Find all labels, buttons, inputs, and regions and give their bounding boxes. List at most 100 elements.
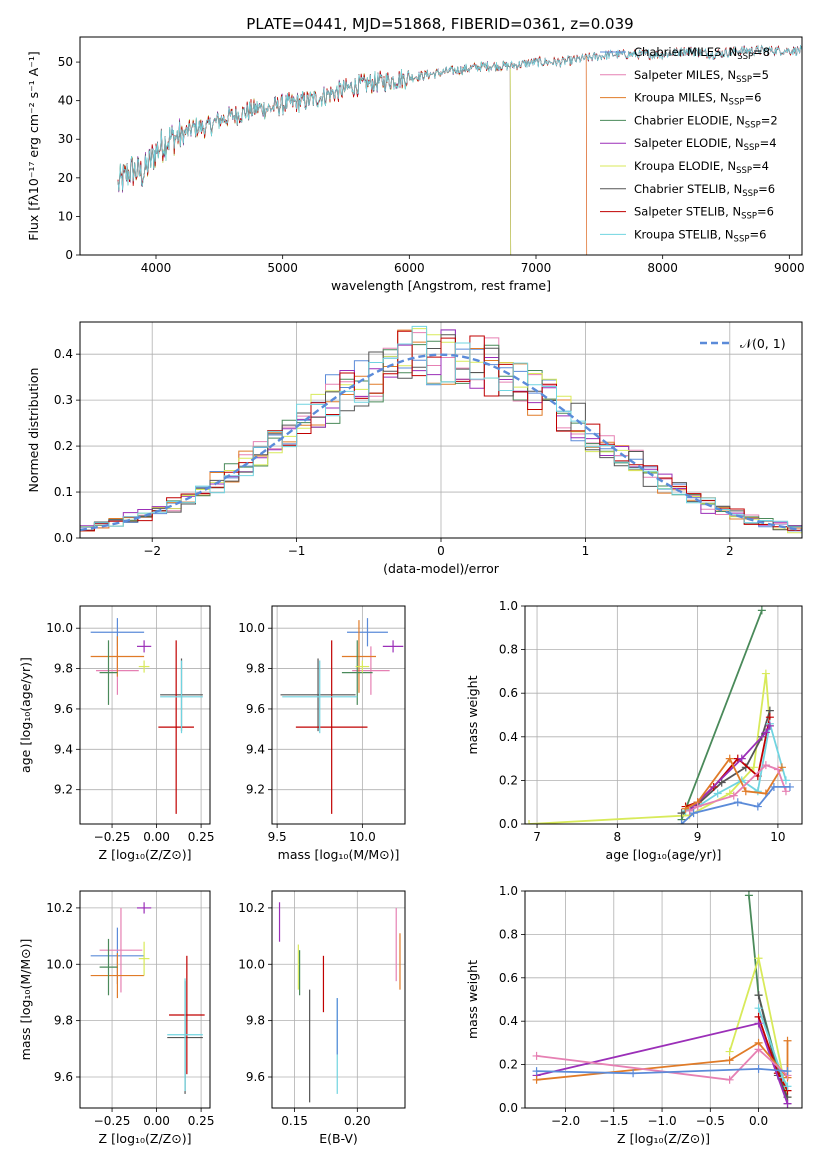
weight-line bbox=[685, 756, 783, 810]
weight-marker bbox=[754, 1045, 763, 1054]
weight-marker bbox=[754, 1004, 763, 1013]
legend-label: Kroupa ELODIE, NSSP=4 bbox=[634, 159, 769, 176]
weight-marker bbox=[681, 804, 690, 813]
y-axis-label: mass [log₁₀(M/M⊙)] bbox=[18, 939, 33, 1061]
y-tick-label: 10.0 bbox=[46, 957, 73, 971]
x-tick-label: 5000 bbox=[267, 261, 298, 275]
legend-label: 𝒩(0, 1) bbox=[740, 336, 786, 351]
weight-marker bbox=[532, 1067, 541, 1076]
axes-frame bbox=[271, 890, 406, 1109]
x-axis-label: wavelength [Angstrom, rest frame] bbox=[331, 278, 551, 293]
weight-marker bbox=[753, 787, 762, 796]
weight-marker bbox=[754, 954, 763, 963]
weight-marker bbox=[725, 1056, 734, 1065]
weight-marker bbox=[532, 1075, 541, 1084]
x-tick-label: −0.25 bbox=[94, 830, 131, 844]
legend-label: Salpeter ELODIE, NSSP=4 bbox=[634, 136, 777, 153]
y-tick-label: 0.2 bbox=[499, 1058, 518, 1072]
y-tick-label: 0.2 bbox=[499, 773, 518, 787]
y-tick-label: 9.8 bbox=[246, 1014, 265, 1028]
y-tick-label: 9.4 bbox=[54, 742, 73, 756]
weight-marker bbox=[781, 787, 790, 796]
y-axis-label: Flux [fλ10⁻¹⁷ erg cm⁻² s⁻¹ A⁻¹] bbox=[26, 51, 41, 240]
weight-marker bbox=[744, 891, 753, 900]
axes-frame bbox=[79, 890, 211, 1109]
x-tick-label: 0.20 bbox=[344, 1114, 371, 1128]
y-axis-label: age [log₁₀(age/yr)] bbox=[18, 657, 33, 773]
x-tick-label: 0.00 bbox=[143, 1114, 170, 1128]
legend-label: Salpeter STELIB, NSSP=6 bbox=[634, 205, 774, 222]
y-tick-label: 50 bbox=[58, 55, 73, 69]
weight-marker bbox=[741, 787, 750, 796]
axes-frame bbox=[79, 36, 803, 256]
x-tick-label: 0.0 bbox=[749, 1114, 768, 1128]
weight-marker bbox=[783, 1067, 792, 1076]
weight-marker bbox=[729, 791, 738, 800]
y-tick-label: 30 bbox=[58, 132, 73, 146]
weight-line bbox=[528, 673, 771, 824]
figure-title: PLATE=0441, MJD=51868, FIBERID=0361, z=0… bbox=[246, 15, 633, 33]
panels: 4000 5000 6000 7000 8000 900001020304050wavel… bbox=[18, 36, 805, 1146]
x-tick-label: −2.0 bbox=[551, 1114, 580, 1128]
x-tick-label: 9 bbox=[694, 830, 702, 844]
x-tick-label: 0.15 bbox=[281, 1114, 308, 1128]
panel-age-vs-mass: 9.5 10.0 9.2 9.4 9.6 9.8 10.0 mass [log₁₀(M/M⊙)… bbox=[238, 605, 406, 862]
weight-marker bbox=[761, 728, 770, 737]
weight-marker bbox=[753, 802, 762, 811]
weight-marker bbox=[693, 802, 702, 811]
weight-marker bbox=[757, 606, 766, 615]
x-tick-label: 0.25 bbox=[188, 830, 215, 844]
x-tick-label: 0.00 bbox=[143, 830, 170, 844]
y-tick-label: 0.0 bbox=[54, 531, 73, 545]
weight-marker bbox=[725, 1075, 734, 1084]
x-tick-label: 1 bbox=[582, 544, 590, 558]
panel-weight-vs-age: 7 8 9 10 0.0 0.2 0.4 0.6 0.8 1.0 age [log₁₀(age/yr… bbox=[465, 599, 803, 862]
y-tick-label: 0.6 bbox=[499, 971, 518, 985]
y-tick-label: 10.0 bbox=[46, 621, 73, 635]
panel-weight-vs-Z: −2.0 −1.5 −1.0 −0.5 0.0 0.0 0.2 0.4 0.6 0.8 1.0 Z [… bbox=[465, 884, 803, 1146]
plot-area bbox=[90, 618, 203, 814]
x-tick-label: 9.5 bbox=[268, 830, 287, 844]
y-tick-label: 0.8 bbox=[499, 643, 518, 657]
histogram-step bbox=[80, 330, 802, 532]
y-tick-label: 0.2 bbox=[54, 439, 73, 453]
axes-frame bbox=[79, 605, 211, 825]
x-tick-label: 7000 bbox=[521, 261, 552, 275]
y-tick-label: 9.6 bbox=[246, 1070, 265, 1084]
x-axis-label: age [log₁₀(age/yr)] bbox=[606, 847, 722, 862]
legend-label: Chabrier MILES, NSSP=8 bbox=[634, 45, 770, 62]
y-tick-label: 0.8 bbox=[499, 927, 518, 941]
axes-frame bbox=[524, 890, 803, 1109]
y-tick-label: 10.2 bbox=[46, 901, 73, 915]
panel-residuals: −2 −1 0 1 2 0.0 0.1 0.2 0.3 0.4 (data-model)/error… bbox=[26, 321, 803, 576]
y-tick-label: 0.3 bbox=[54, 393, 73, 407]
x-tick-label: 10.0 bbox=[349, 830, 376, 844]
weight-marker bbox=[754, 1019, 763, 1028]
panel-spectrum: 4000 5000 6000 7000 8000 9000 0 10 20 30 40 50 wavel… bbox=[26, 36, 805, 293]
weight-line bbox=[536, 1048, 789, 1081]
y-tick-label: 1.0 bbox=[499, 599, 518, 613]
y-tick-label: 0.4 bbox=[54, 347, 73, 361]
y-tick-label: 0.1 bbox=[54, 485, 73, 499]
panel-mass-vs-ebv: 0.15 0.20 9.6 9.8 10.0 10.2 E(B-V) bbox=[238, 890, 406, 1146]
weight-line bbox=[536, 1067, 788, 1075]
histogram-step bbox=[80, 325, 802, 528]
weight-line bbox=[689, 764, 787, 812]
weight-marker bbox=[781, 776, 790, 785]
weight-marker bbox=[769, 782, 778, 791]
y-tick-label: 9.4 bbox=[246, 742, 265, 756]
weight-marker bbox=[773, 765, 782, 774]
y-tick-label: 9.6 bbox=[54, 1070, 73, 1084]
y-axis-label: mass weight bbox=[465, 675, 480, 754]
panel-age-vs-Z: −0.25 0.00 0.25 9.2 9.4 9.6 9.8 10.0 Z [log₁₀(Z/… bbox=[18, 605, 215, 862]
weight-marker bbox=[783, 1036, 792, 1045]
weight-marker bbox=[783, 1099, 792, 1108]
x-tick-label: −1.5 bbox=[599, 1114, 628, 1128]
weight-marker bbox=[761, 761, 770, 770]
x-tick-label: −0.5 bbox=[696, 1114, 725, 1128]
spectrum-model-line bbox=[117, 61, 512, 255]
spectrum-model-line bbox=[117, 53, 588, 255]
legend-label: Kroupa STELIB, NSSP=6 bbox=[634, 227, 766, 244]
y-tick-label: 9.6 bbox=[54, 702, 73, 716]
